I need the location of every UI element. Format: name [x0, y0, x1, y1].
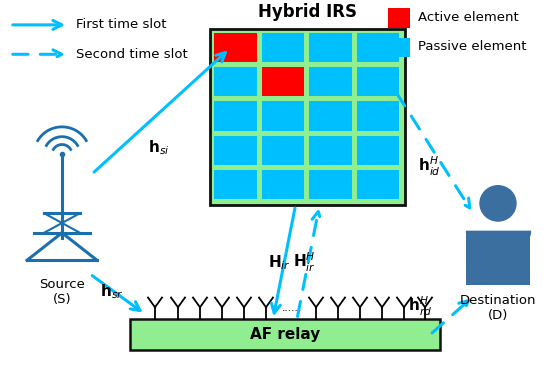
Bar: [214, 170, 257, 199]
Bar: [388, 38, 410, 57]
Bar: [357, 136, 399, 165]
Text: Passive element: Passive element: [418, 40, 527, 53]
Bar: [309, 67, 352, 97]
Circle shape: [480, 186, 516, 221]
Text: Second time slot: Second time slot: [76, 48, 187, 61]
Text: ......: ......: [282, 303, 302, 313]
Bar: [262, 102, 304, 131]
Bar: [309, 136, 352, 165]
Bar: [309, 102, 352, 131]
Bar: [262, 67, 304, 97]
Bar: [262, 33, 304, 62]
Text: Source
(S): Source (S): [39, 278, 85, 306]
Bar: [357, 33, 399, 62]
Text: $\mathbf{h}_{sr}$: $\mathbf{h}_{sr}$: [100, 282, 123, 301]
Bar: [357, 102, 399, 131]
Text: $\mathbf{h}_{rd}^{H}$: $\mathbf{h}_{rd}^{H}$: [408, 294, 432, 318]
Bar: [357, 67, 399, 97]
Text: $\mathbf{H}_{ir}^{H}$: $\mathbf{H}_{ir}^{H}$: [293, 250, 316, 274]
Text: Destination
(D): Destination (D): [460, 294, 536, 321]
Bar: [262, 170, 304, 199]
Bar: [388, 8, 410, 28]
Bar: [210, 29, 405, 205]
Bar: [214, 33, 257, 62]
Text: $\mathbf{h}_{si}$: $\mathbf{h}_{si}$: [148, 138, 170, 157]
Bar: [214, 102, 257, 131]
Text: $\mathbf{H}_{ir}$: $\mathbf{H}_{ir}$: [268, 253, 291, 272]
Bar: [357, 170, 399, 199]
Bar: [466, 231, 530, 285]
Text: First time slot: First time slot: [76, 18, 166, 31]
Text: $\mathbf{h}_{id}^{H}$: $\mathbf{h}_{id}^{H}$: [418, 155, 441, 179]
Text: Active element: Active element: [418, 11, 519, 24]
Text: Hybrid IRS: Hybrid IRS: [258, 3, 357, 21]
Bar: [262, 136, 304, 165]
Text: AF relay: AF relay: [250, 327, 320, 342]
Bar: [214, 136, 257, 165]
Bar: [214, 67, 257, 97]
Bar: [130, 319, 440, 350]
Bar: [309, 170, 352, 199]
Bar: [309, 33, 352, 62]
